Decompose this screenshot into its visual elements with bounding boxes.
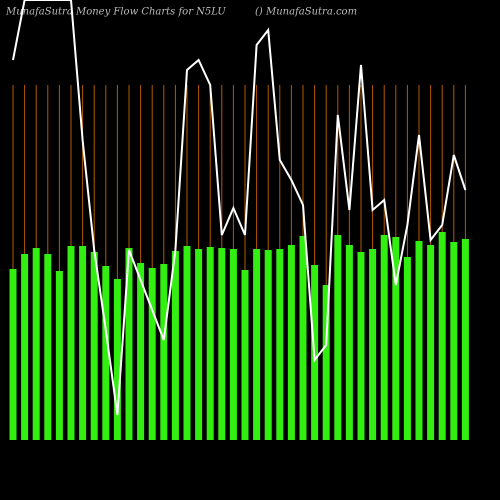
bar <box>9 269 17 440</box>
bar <box>334 235 342 440</box>
bar <box>79 246 87 440</box>
bar <box>357 252 365 440</box>
bar <box>427 245 435 440</box>
bar <box>102 266 110 440</box>
bar <box>276 249 284 440</box>
bar <box>392 237 400 440</box>
chart-subtitle: () MunafaSutra.com <box>255 7 357 18</box>
bar <box>241 270 249 440</box>
bar <box>67 246 75 440</box>
bar <box>195 249 203 440</box>
bar <box>403 257 411 440</box>
chart-title: MunafaSutra Money Flow Charts for N5LU <box>5 7 226 18</box>
bar <box>380 235 388 440</box>
bar <box>345 245 353 440</box>
bar <box>322 285 330 440</box>
bar <box>137 263 145 440</box>
bar <box>160 264 168 440</box>
bar <box>264 250 272 440</box>
bar <box>287 245 295 440</box>
money-flow-line <box>12 0 467 416</box>
bar <box>148 268 156 440</box>
bar <box>90 252 98 440</box>
bar <box>32 248 40 440</box>
bar <box>206 247 214 440</box>
bar <box>369 249 377 440</box>
bar <box>438 232 446 440</box>
bar <box>229 249 237 440</box>
bar <box>21 254 29 440</box>
bar <box>299 236 307 440</box>
bar <box>450 242 458 440</box>
bar <box>171 251 179 440</box>
bar <box>113 279 121 440</box>
bar <box>253 249 261 440</box>
bar <box>44 254 52 440</box>
bar <box>415 241 423 440</box>
bar <box>461 239 469 440</box>
bar <box>183 246 191 440</box>
bar <box>125 248 133 440</box>
bar <box>218 248 226 440</box>
bar <box>55 271 63 440</box>
